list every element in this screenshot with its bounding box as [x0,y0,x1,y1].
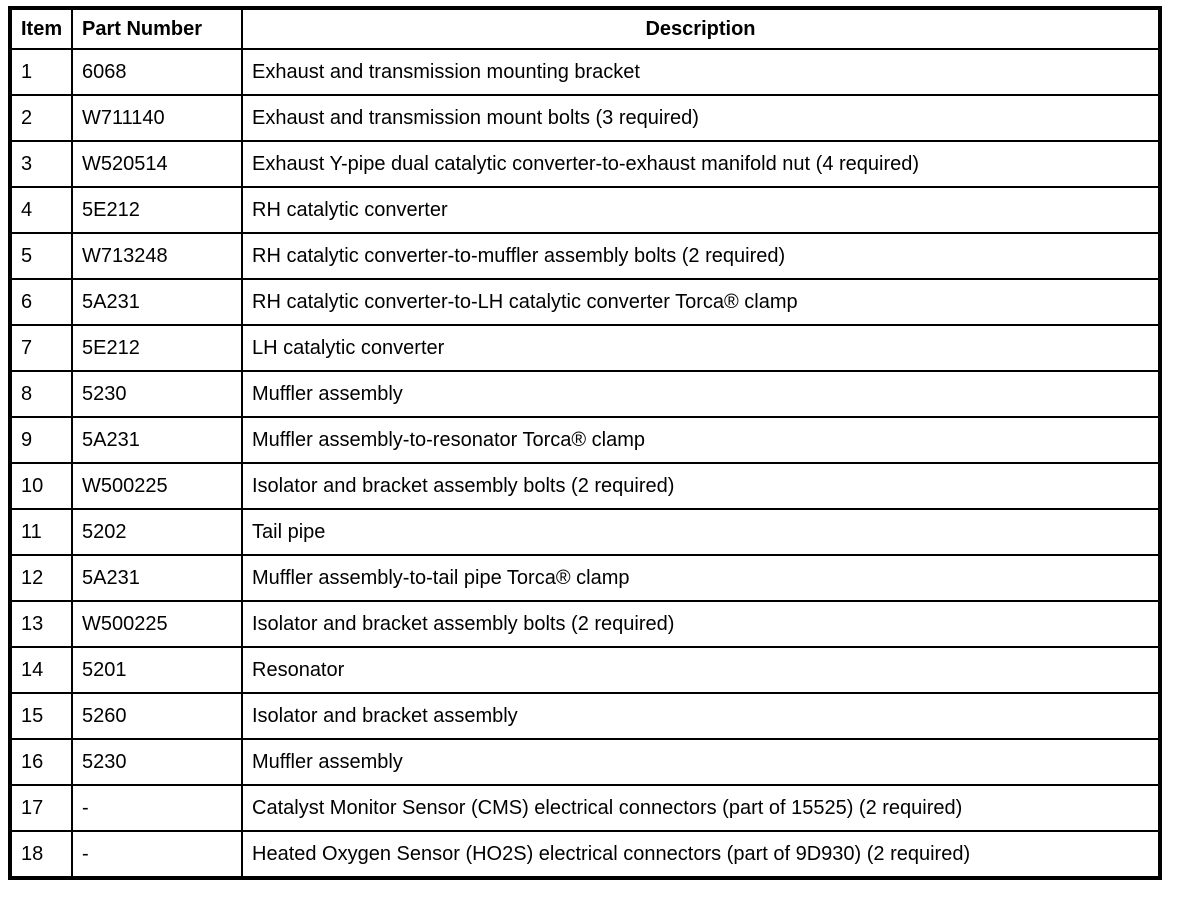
cell-description: RH catalytic converter-to-muffler assemb… [241,232,1161,280]
cell-description: Resonator [241,646,1161,694]
table-row: 2 W711140 Exhaust and transmission mount b… [9,94,1161,142]
cell-description: RH catalytic converter [241,186,1161,234]
table-row: 6 5A231 RH catalytic converter-to-LH catal… [9,278,1161,326]
table-row: 16 5230 Muffler assembly [9,738,1161,786]
table-row: 1 6068 Exhaust and transmission mounting b… [9,48,1161,96]
cell-description: Isolator and bracket assembly bolts (2 r… [241,462,1161,510]
cell-description: Tail pipe [241,508,1161,556]
cell-part-number: 5E212 [71,186,243,234]
cell-part-number: 5230 [71,370,243,418]
cell-description: Muffler assembly [241,738,1161,786]
cell-item: 15 [9,692,73,740]
cell-description: Muffler assembly [241,370,1161,418]
cell-item: 17 [9,784,73,832]
table-row: 15 5260 Isolator and bracket assembly [9,692,1161,740]
table-body: 1 6068 Exhaust and transmission mounting b… [9,48,1161,879]
cell-description: Heated Oxygen Sensor (HO2S) electrical c… [241,830,1161,879]
table-row: 3 W520514 Exhaust Y-pipe dual catalytic co… [9,140,1161,188]
parts-table: Item Part Number Description 1 6068 Exhaus… [8,6,1162,880]
cell-item: 6 [9,278,73,326]
column-header-description: Description [241,7,1161,50]
cell-part-number: 5A231 [71,416,243,464]
cell-part-number: W713248 [71,232,243,280]
cell-part-number: 5260 [71,692,243,740]
cell-item: 8 [9,370,73,418]
cell-item: 16 [9,738,73,786]
table-row: 10 W500225 Isolator and bracket assembly b… [9,462,1161,510]
table-row: 18- Heated Oxygen Sensor (HO2S) electrica… [9,830,1161,879]
table-row: 4 5E212 RH catalytic converter [9,186,1161,234]
column-header-part-number: Part Number [71,7,243,50]
cell-description: Isolator and bracket assembly [241,692,1161,740]
cell-description: Muffler assembly-to-resonator Torca® cla… [241,416,1161,464]
cell-description: Isolator and bracket assembly bolts (2 r… [241,600,1161,648]
cell-item: 11 [9,508,73,556]
cell-part-number: W500225 [71,600,243,648]
table-row: 12 5A231 Muffler assembly-to-tail pipe Tor… [9,554,1161,602]
cell-part-number: W500225 [71,462,243,510]
cell-item: 14 [9,646,73,694]
header-row: Item Part Number Description [9,7,1161,50]
cell-description: Catalyst Monitor Sensor (CMS) electrical… [241,784,1161,832]
cell-part-number: 5A231 [71,554,243,602]
cell-part-number: 5230 [71,738,243,786]
table-row: 14 5201 Resonator [9,646,1161,694]
cell-part-number: 6068 [71,48,243,96]
table-row: 8 5230 Muffler assembly [9,370,1161,418]
cell-description: LH catalytic converter [241,324,1161,372]
cell-item: 1 [9,48,73,96]
cell-item: 4 [9,186,73,234]
table-row: 7 5E212 LH catalytic converter [9,324,1161,372]
cell-item: 18 [9,830,73,879]
cell-description: RH catalytic converter-to-LH catalytic c… [241,278,1161,326]
cell-description: Exhaust Y-pipe dual catalytic converter-… [241,140,1161,188]
cell-part-number: W711140 [71,94,243,142]
cell-item: 9 [9,416,73,464]
table-row: 11 5202 Tail pipe [9,508,1161,556]
cell-item: 2 [9,94,73,142]
cell-part-number: 5A231 [71,278,243,326]
cell-description: Exhaust and transmission mount bolts (3 … [241,94,1161,142]
cell-description: Exhaust and transmission mounting bracke… [241,48,1161,96]
cell-part-number: - [71,784,243,832]
table-row: 5 W713248 RH catalytic converter-to-muffle… [9,232,1161,280]
cell-part-number: 5E212 [71,324,243,372]
table-header: Item Part Number Description [9,7,1161,50]
table-row: 9 5A231 Muffler assembly-to-resonator Torc… [9,416,1161,464]
table-row: 17- Catalyst Monitor Sensor (CMS) electri… [9,784,1161,832]
cell-part-number: - [71,830,243,879]
cell-item: 13 [9,600,73,648]
cell-part-number: 5201 [71,646,243,694]
cell-item: 12 [9,554,73,602]
cell-item: 7 [9,324,73,372]
column-header-item: Item [9,7,73,50]
cell-description: Muffler assembly-to-tail pipe Torca® cla… [241,554,1161,602]
table-row: 13 W500225 Isolator and bracket assembly b… [9,600,1161,648]
cell-item: 3 [9,140,73,188]
cell-item: 5 [9,232,73,280]
cell-part-number: 5202 [71,508,243,556]
cell-part-number: W520514 [71,140,243,188]
cell-item: 10 [9,462,73,510]
